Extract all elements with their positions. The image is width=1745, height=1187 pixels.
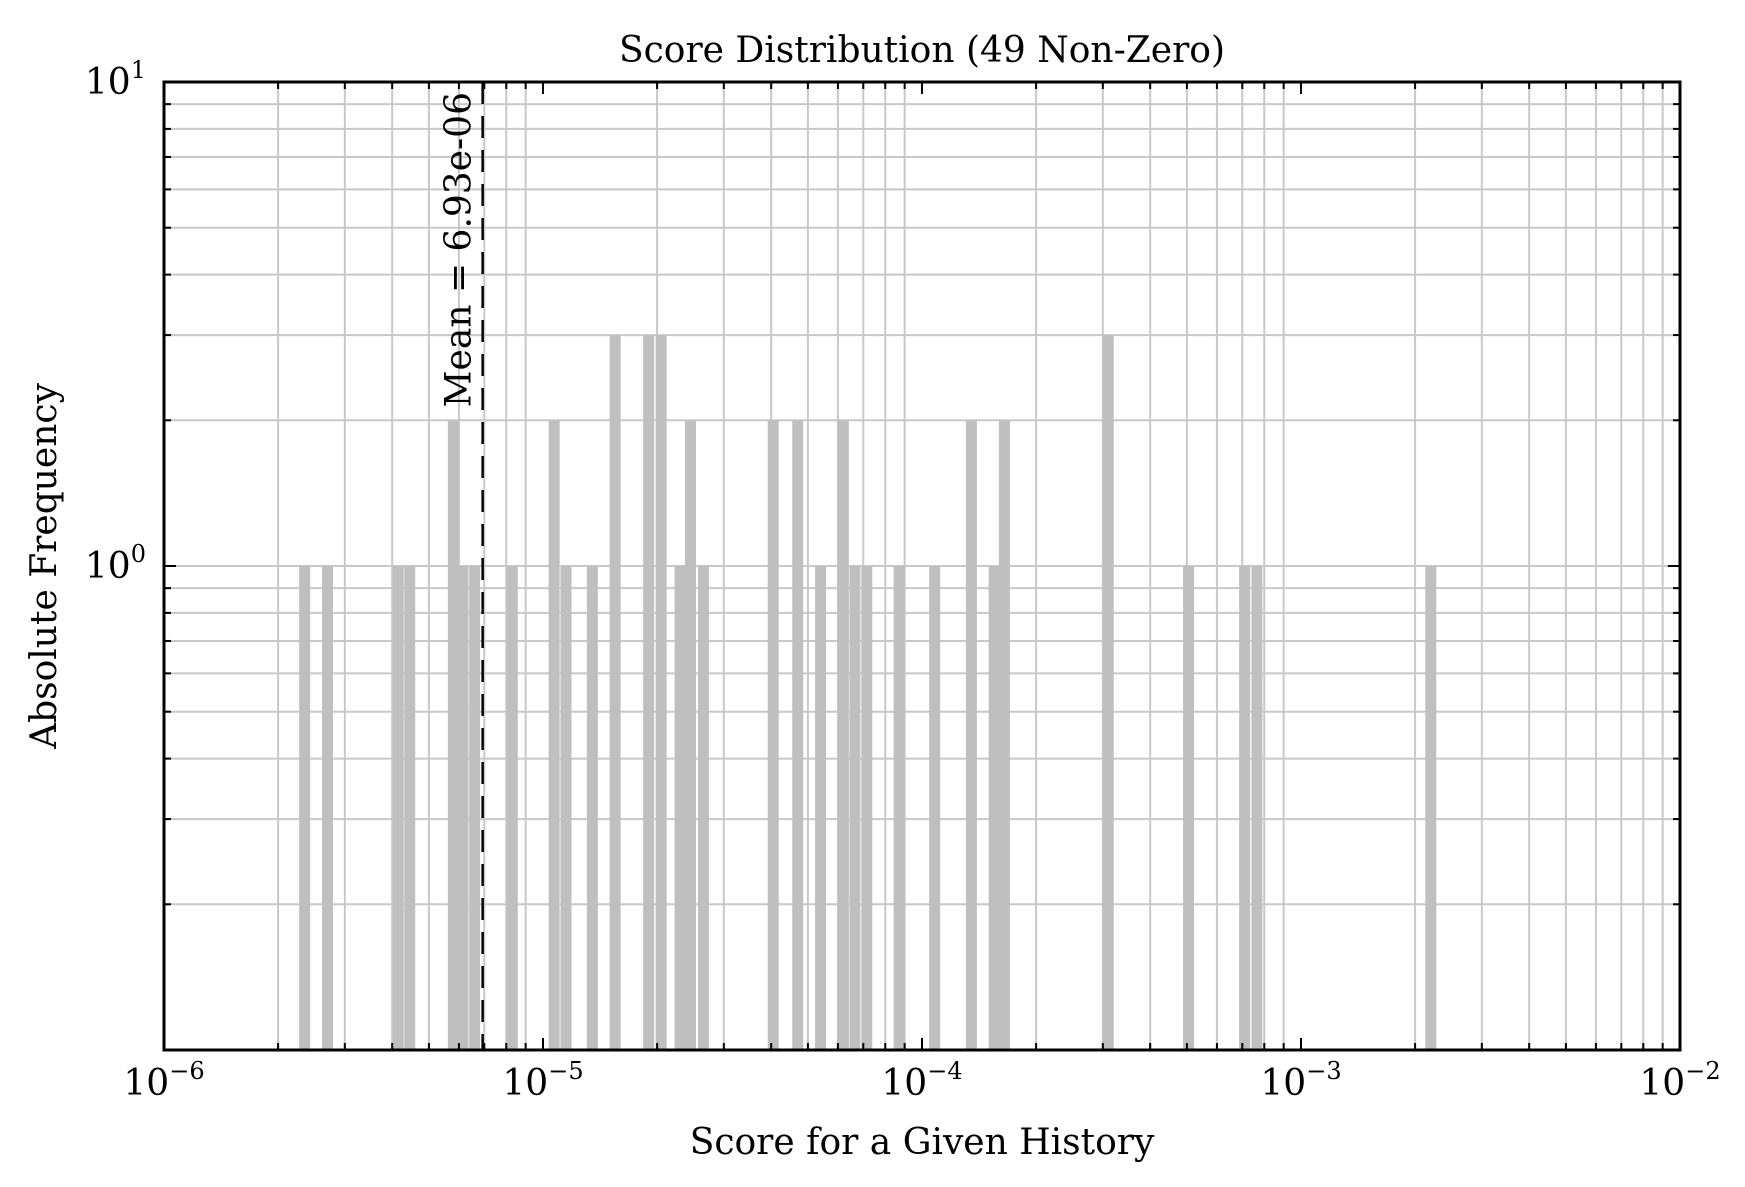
histogram-bar <box>447 420 459 1050</box>
x-tick-label: 10−5 <box>502 1057 583 1104</box>
histogram-bar <box>1425 566 1437 1050</box>
y-tick-label: 101 <box>85 56 146 103</box>
histogram-bar <box>506 566 518 1050</box>
x-tick-label: 10−4 <box>881 1057 962 1104</box>
histogram-bar <box>457 566 469 1050</box>
histogram-bar <box>655 335 667 1050</box>
histogram-bar <box>849 566 861 1050</box>
histogram-bar <box>965 420 977 1050</box>
histogram-bar <box>988 566 1000 1050</box>
histogram-bar <box>893 566 905 1050</box>
histogram-bar <box>697 566 709 1050</box>
histogram-bar <box>1239 566 1251 1050</box>
histogram-bar <box>404 566 416 1050</box>
histogram-bar <box>586 566 598 1050</box>
histogram-bar <box>560 566 572 1050</box>
histogram-bar <box>1251 566 1263 1050</box>
histogram-bars <box>299 335 1437 1050</box>
chart-title: Score Distribution (49 Non-Zero) <box>619 30 1225 71</box>
histogram-bar <box>299 566 311 1050</box>
histogram-bar <box>684 420 696 1050</box>
histogram-bar <box>643 335 655 1050</box>
axis-ticks <box>163 82 1680 1051</box>
histogram-bar <box>815 566 827 1050</box>
histogram-bar <box>767 420 779 1050</box>
histogram-bar <box>469 566 481 1050</box>
x-tick-label: 10−2 <box>1639 1057 1720 1104</box>
x-tick-label: 10−3 <box>1260 1057 1341 1104</box>
histogram-bar <box>929 566 941 1050</box>
grid-lines <box>164 82 1681 1050</box>
x-tick-label: 10−6 <box>123 1057 204 1104</box>
histogram-bar <box>1183 566 1195 1050</box>
histogram-bar <box>998 420 1010 1050</box>
histogram-bar <box>548 420 560 1050</box>
histogram-bar <box>674 566 686 1050</box>
histogram-bar <box>792 420 804 1050</box>
histogram-bar <box>609 335 621 1050</box>
x-axis-label: Score for a Given History <box>690 1122 1155 1163</box>
histogram-bar <box>392 566 404 1050</box>
mean-label: Mean = 6.93e-06 <box>439 92 480 407</box>
y-axis-label: Absolute Frequency <box>24 382 65 749</box>
y-tick-label: 100 <box>85 540 146 587</box>
histogram-bar <box>837 420 849 1050</box>
histogram-bar <box>321 566 333 1050</box>
histogram-bar <box>1102 335 1114 1050</box>
histogram-bar <box>861 566 873 1050</box>
tick-labels: 10−6 10−5 10−4 10−3 10−2 100 101 <box>85 56 1721 1104</box>
mean-marker: Mean = 6.93e-06 <box>439 82 484 1050</box>
